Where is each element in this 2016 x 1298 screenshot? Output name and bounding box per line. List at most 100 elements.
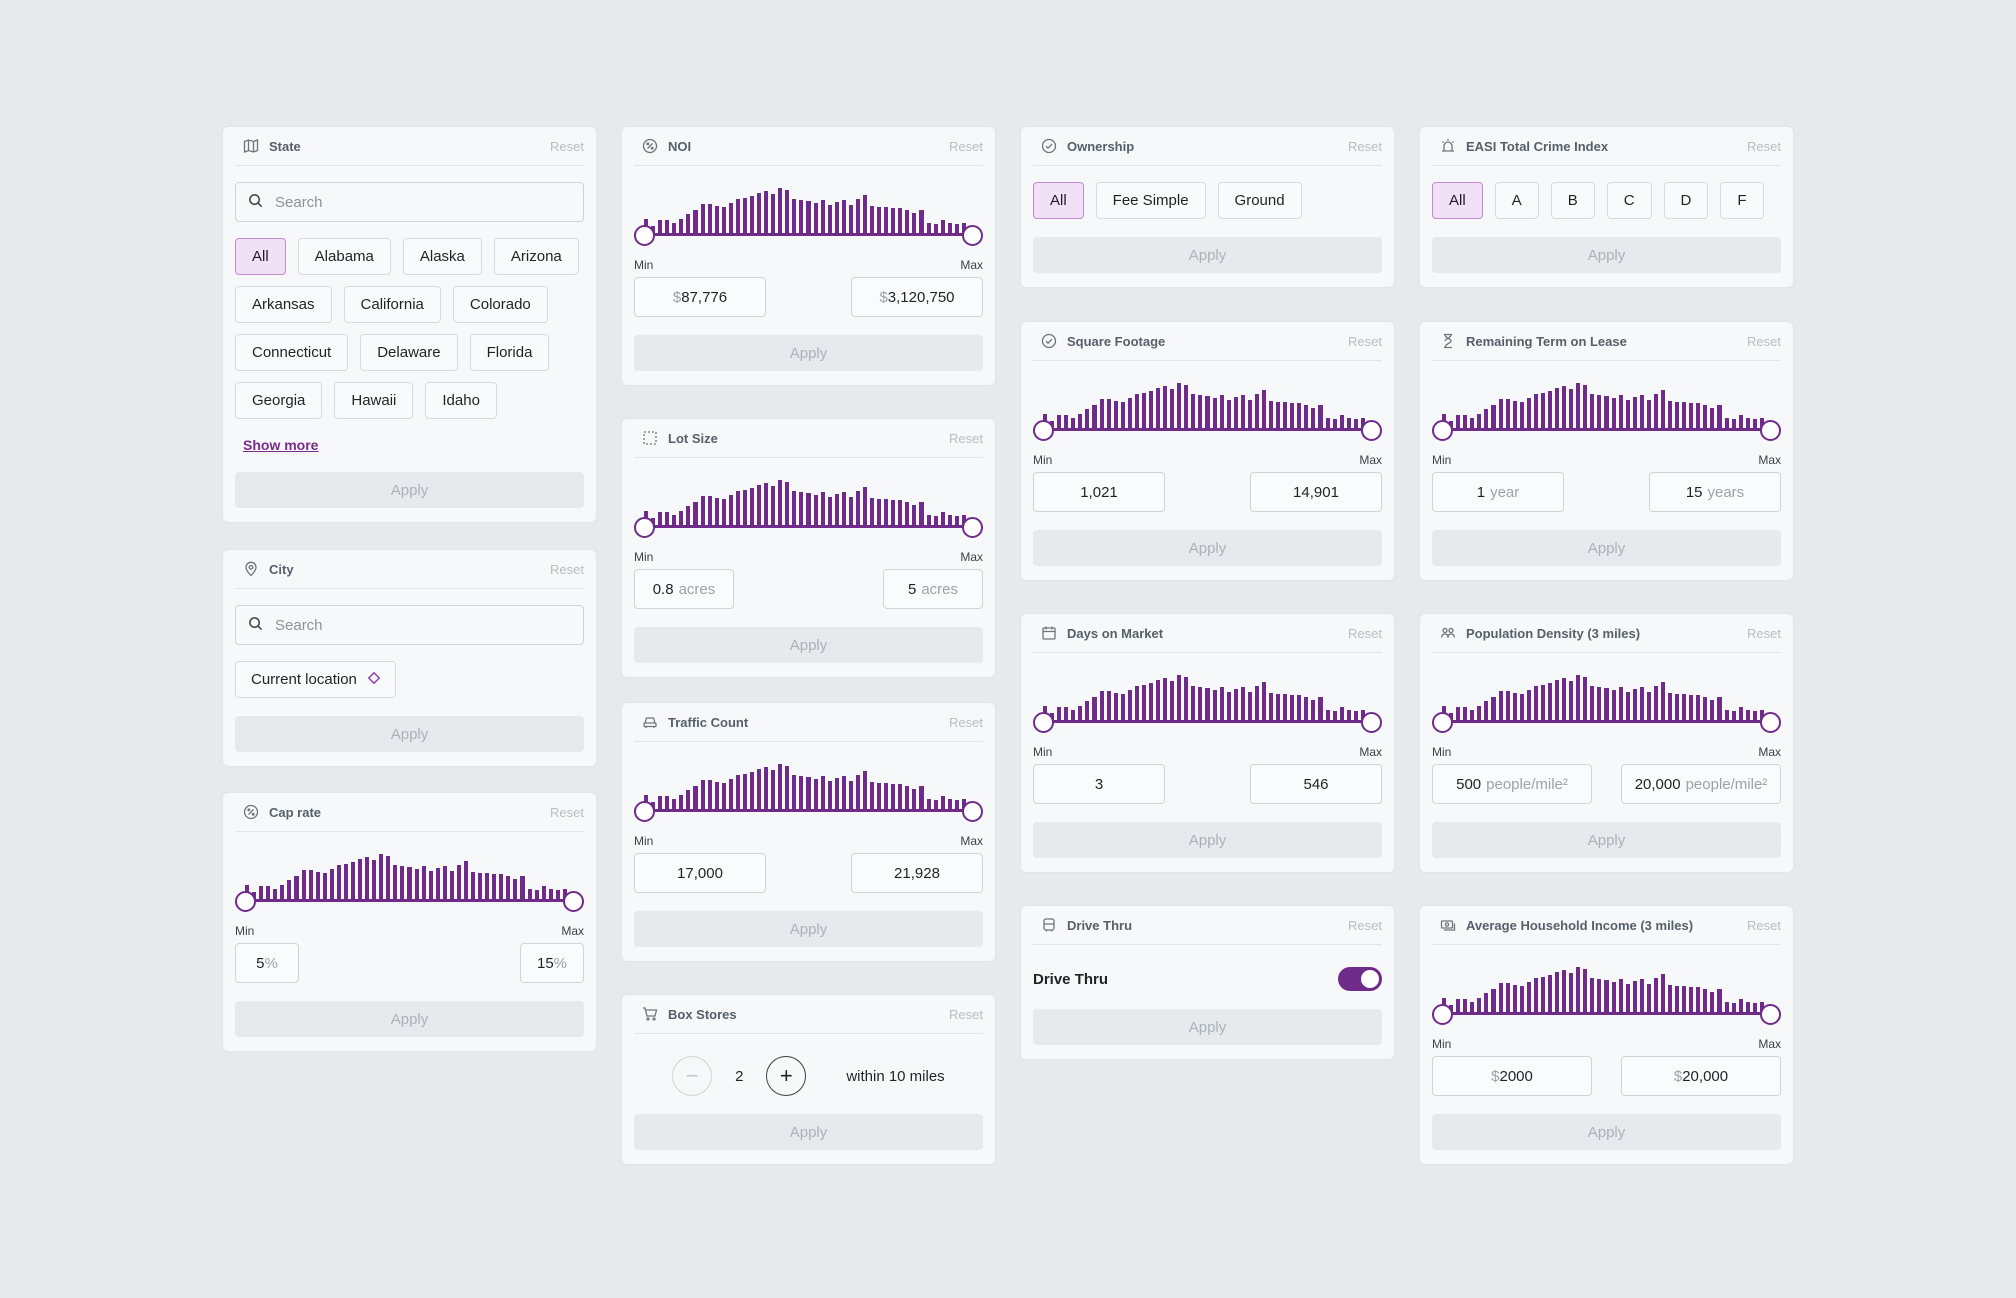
range-min-handle[interactable]: [1033, 420, 1054, 441]
max-input[interactable]: 15 years: [1649, 472, 1781, 512]
range-max-handle[interactable]: [1361, 712, 1382, 733]
range-max-handle[interactable]: [962, 517, 983, 538]
range-min-handle[interactable]: [1432, 420, 1453, 441]
max-input[interactable]: $20,000: [1621, 1056, 1781, 1096]
max-input[interactable]: 14,901: [1250, 472, 1382, 512]
max-input[interactable]: 5 acres: [883, 569, 983, 609]
min-input[interactable]: 1,021: [1033, 472, 1165, 512]
chip-idaho[interactable]: Idaho: [425, 382, 497, 419]
reset-button[interactable]: Reset: [1747, 917, 1781, 933]
chip-a[interactable]: A: [1494, 182, 1539, 219]
chip-fee-simple[interactable]: Fee Simple: [1095, 182, 1206, 219]
apply-button[interactable]: Apply: [634, 335, 983, 371]
reset-button[interactable]: Reset: [1747, 625, 1781, 641]
apply-button[interactable]: Apply: [235, 1001, 584, 1037]
apply-button[interactable]: Apply: [1432, 530, 1781, 566]
chip-all[interactable]: All: [1432, 182, 1483, 219]
min-input[interactable]: $2000: [1432, 1056, 1592, 1096]
apply-button[interactable]: Apply: [634, 627, 983, 663]
reset-button[interactable]: Reset: [949, 1006, 983, 1022]
chip-colorado[interactable]: Colorado: [452, 286, 548, 323]
chip-connecticut[interactable]: Connecticut: [235, 334, 349, 371]
reset-button[interactable]: Reset: [1348, 138, 1382, 154]
chip-georgia[interactable]: Georgia: [235, 382, 323, 419]
reset-button[interactable]: Reset: [550, 138, 584, 154]
apply-button[interactable]: Apply: [1033, 822, 1382, 858]
chip-b[interactable]: B: [1550, 182, 1595, 219]
chip-hawaii[interactable]: Hawaii: [334, 382, 414, 419]
range-max-handle[interactable]: [1361, 420, 1382, 441]
range-histogram[interactable]: [1432, 961, 1781, 1029]
state-search-input[interactable]: Search: [235, 182, 584, 222]
chip-all[interactable]: All: [235, 238, 286, 275]
current-location-button[interactable]: Current location: [235, 661, 396, 698]
apply-button[interactable]: Apply: [1033, 1009, 1382, 1045]
range-histogram[interactable]: [1432, 377, 1781, 445]
reset-button[interactable]: Reset: [1348, 917, 1382, 933]
min-input[interactable]: 500 people/mile²: [1432, 764, 1592, 804]
max-input[interactable]: 20,000 people/mile²: [1621, 764, 1781, 804]
min-input[interactable]: 17,000: [634, 853, 766, 893]
range-min-handle[interactable]: [634, 517, 655, 538]
chip-d[interactable]: D: [1663, 182, 1709, 219]
reset-button[interactable]: Reset: [949, 138, 983, 154]
reset-button[interactable]: Reset: [550, 804, 584, 820]
chip-arkansas[interactable]: Arkansas: [235, 286, 332, 323]
reset-button[interactable]: Reset: [949, 430, 983, 446]
apply-button[interactable]: Apply: [634, 1114, 983, 1150]
range-histogram[interactable]: [1033, 377, 1382, 445]
max-input[interactable]: 546: [1250, 764, 1382, 804]
range-histogram[interactable]: [634, 474, 983, 542]
range-min-handle[interactable]: [1432, 1004, 1453, 1025]
min-input[interactable]: $87,776: [634, 277, 766, 317]
reset-button[interactable]: Reset: [949, 714, 983, 730]
range-max-handle[interactable]: [1760, 420, 1781, 441]
apply-button[interactable]: Apply: [1432, 237, 1781, 273]
min-input[interactable]: 3: [1033, 764, 1165, 804]
chip-f[interactable]: F: [1720, 182, 1764, 219]
range-histogram[interactable]: [634, 758, 983, 826]
chip-delaware[interactable]: Delaware: [360, 334, 458, 371]
min-input[interactable]: 5%: [235, 943, 299, 983]
range-histogram[interactable]: [634, 182, 983, 250]
increment-button[interactable]: +: [766, 1056, 807, 1096]
reset-button[interactable]: Reset: [1348, 625, 1382, 641]
min-input[interactable]: 0.8 acres: [634, 569, 734, 609]
decrement-button[interactable]: −: [672, 1056, 713, 1096]
range-max-handle[interactable]: [962, 225, 983, 246]
range-min-handle[interactable]: [1033, 712, 1054, 733]
chip-alaska[interactable]: Alaska: [402, 238, 482, 275]
range-max-handle[interactable]: [962, 801, 983, 822]
reset-button[interactable]: Reset: [1747, 333, 1781, 349]
chip-all[interactable]: All: [1033, 182, 1084, 219]
max-input[interactable]: 15%: [520, 943, 584, 983]
city-search-input[interactable]: Search: [235, 605, 584, 645]
min-input[interactable]: 1 year: [1432, 472, 1564, 512]
range-min-handle[interactable]: [1432, 712, 1453, 733]
max-input[interactable]: 21,928: [851, 853, 983, 893]
range-histogram[interactable]: [1033, 669, 1382, 737]
drive-thru-toggle[interactable]: [1338, 967, 1382, 991]
range-min-handle[interactable]: [634, 801, 655, 822]
apply-button[interactable]: Apply: [634, 911, 983, 947]
apply-button[interactable]: Apply: [235, 716, 584, 752]
range-histogram[interactable]: [235, 848, 584, 916]
reset-button[interactable]: Reset: [550, 561, 584, 577]
range-min-handle[interactable]: [634, 225, 655, 246]
range-min-handle[interactable]: [235, 891, 256, 912]
chip-c[interactable]: C: [1606, 182, 1652, 219]
apply-button[interactable]: Apply: [1432, 1114, 1781, 1150]
range-max-handle[interactable]: [1760, 1004, 1781, 1025]
chip-ground[interactable]: Ground: [1217, 182, 1302, 219]
apply-button[interactable]: Apply: [1432, 822, 1781, 858]
range-max-handle[interactable]: [1760, 712, 1781, 733]
apply-button[interactable]: Apply: [235, 472, 584, 508]
chip-california[interactable]: California: [343, 286, 441, 323]
range-max-handle[interactable]: [563, 891, 584, 912]
chip-alabama[interactable]: Alabama: [297, 238, 391, 275]
apply-button[interactable]: Apply: [1033, 530, 1382, 566]
range-histogram[interactable]: [1432, 669, 1781, 737]
max-input[interactable]: $3,120,750: [851, 277, 983, 317]
chip-florida[interactable]: Florida: [469, 334, 550, 371]
reset-button[interactable]: Reset: [1348, 333, 1382, 349]
